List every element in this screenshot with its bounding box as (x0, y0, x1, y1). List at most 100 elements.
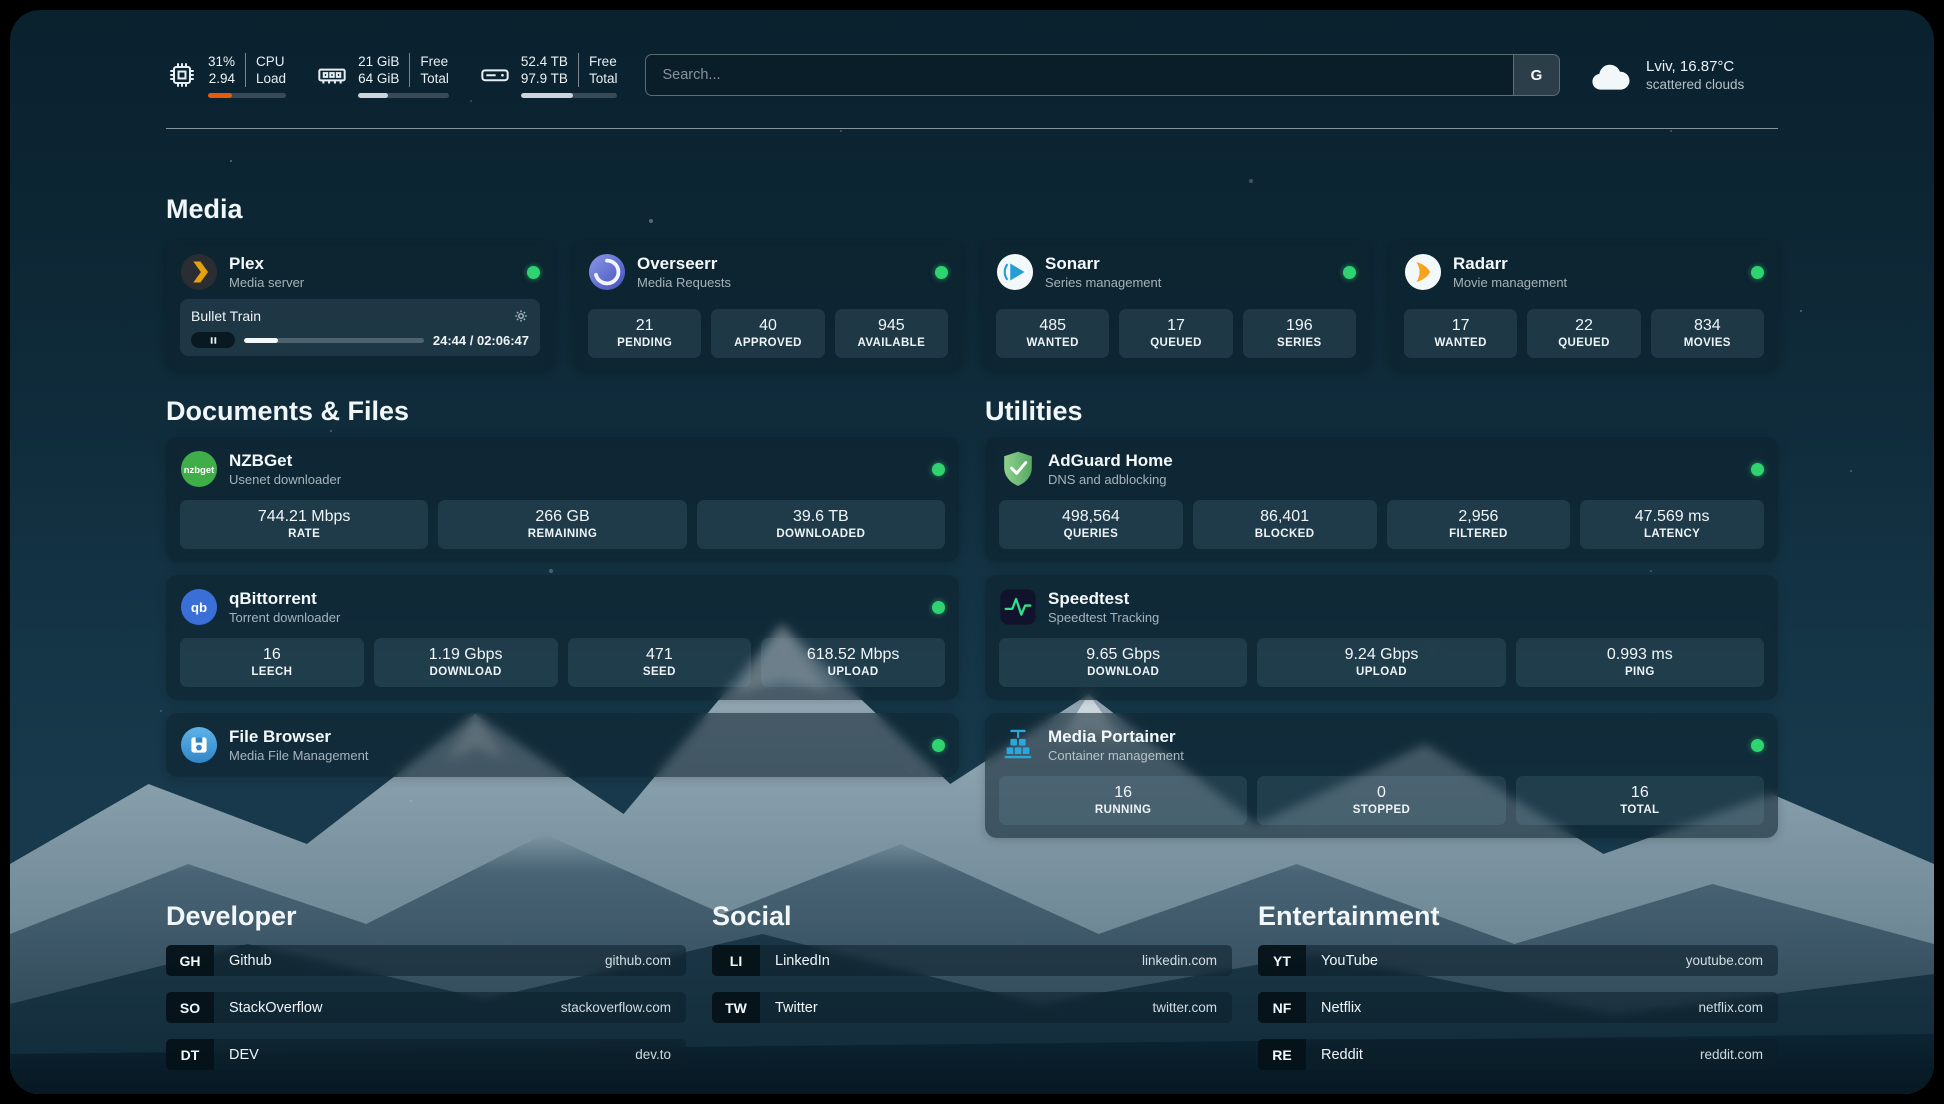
app-name: File Browser (229, 727, 332, 746)
stat-upload: 9.24 Gbps UPLOAD (1257, 638, 1506, 687)
section-title-utilities: Utilities (985, 396, 1083, 426)
app-subtitle: Movie management (1453, 275, 1568, 290)
app-card-overseerr[interactable]: Overseerr Media Requests 21 PENDING 40 A… (574, 240, 962, 371)
app-subtitle: Container management (1048, 748, 1184, 763)
app-card-nzbget[interactable]: nzbget NZBGet Usenet downloader 744.21 M… (166, 437, 959, 562)
status-indicator (932, 738, 945, 752)
app-card-filebrowser[interactable]: File Browser Media File Management (166, 713, 959, 777)
reddit-badge: RE (1258, 1039, 1306, 1070)
app-card-portainer[interactable]: Media Portainer Container management 16 … (985, 713, 1778, 838)
disk-progress-bar (520, 92, 618, 98)
stat-approved: 40 APPROVED (711, 309, 825, 358)
app-card-sonarr[interactable]: Sonarr Series management 485 WANTED 17 Q… (982, 240, 1370, 371)
status-indicator (1343, 265, 1356, 279)
app-card-adguard[interactable]: AdGuard Home DNS and adblocking 498,564 … (985, 437, 1778, 562)
media-cards-row: Plex Media server Bullet Train (166, 240, 1778, 371)
app-name: AdGuard Home (1048, 451, 1173, 470)
weather-widget: Lviv, 16.87°C scattered clouds (1588, 57, 1778, 93)
playback-progress-bar[interactable] (244, 337, 424, 343)
status-indicator (935, 265, 948, 279)
app-name: qBittorrent (229, 589, 317, 608)
disk-icon (479, 59, 511, 91)
link-linkedin[interactable]: LI LinkedIn linkedin.com (712, 945, 1232, 976)
cpu-labels: CPU Load (256, 53, 287, 86)
adguard-shield-icon (999, 450, 1037, 488)
link-netflix[interactable]: NF Netflix netflix.com (1258, 992, 1778, 1023)
app-name: Overseerr (637, 254, 718, 273)
app-subtitle: Media server (229, 275, 305, 290)
plex-icon (180, 253, 218, 291)
status-indicator (1751, 265, 1764, 279)
stat-seed: 471 SEED (567, 638, 752, 687)
stat-stopped: 0 STOPPED (1257, 776, 1506, 825)
stat-download: 1.19 Gbps DOWNLOAD (373, 638, 558, 687)
app-subtitle: DNS and adblocking (1048, 472, 1167, 487)
disk-values: 52.4 TB 97.9 TB (521, 52, 579, 87)
developer-links: Developer GH Github github.com SO StackO… (166, 900, 686, 1070)
stat-ping: 0.993 ms PING (1515, 638, 1764, 687)
disk-labels: Free Total (588, 53, 618, 86)
nzbget-icon: nzbget (180, 450, 218, 488)
playback-time: 24:44 / 02:06:47 (432, 332, 529, 348)
github-badge: GH (166, 945, 214, 976)
twitter-badge: TW (712, 992, 760, 1023)
app-card-plex[interactable]: Plex Media server Bullet Train (166, 240, 554, 371)
memory-labels: Free Total (420, 53, 449, 86)
app-name: Radarr (1453, 254, 1508, 273)
app-card-radarr[interactable]: Radarr Movie management 17 WANTED 22 QUE… (1390, 240, 1778, 371)
section-title-entertainment: Entertainment (1258, 901, 1440, 931)
memory-progress-bar (358, 92, 449, 98)
app-name: NZBGet (229, 451, 293, 470)
stat-wanted: 485 WANTED (996, 309, 1110, 358)
app-subtitle: Speedtest Tracking (1048, 610, 1160, 625)
app-name: Speedtest (1048, 589, 1130, 608)
status-indicator (1751, 462, 1764, 476)
cpu-icon (166, 59, 198, 91)
gear-icon[interactable] (513, 308, 529, 324)
weather-condition: scattered clouds (1646, 77, 1745, 92)
disk-stat-widget: 52.4 TB 97.9 TB Free Total (479, 52, 618, 98)
app-subtitle: Torrent downloader (229, 610, 341, 625)
stat-movies: 834 MOVIES (1650, 309, 1764, 358)
status-indicator (932, 600, 945, 614)
link-dev[interactable]: DT DEV dev.to (166, 1039, 686, 1070)
status-indicator (932, 462, 945, 476)
stat-downloaded: 39.6 TB DOWNLOADED (696, 500, 945, 549)
plex-now-playing: Bullet Train (180, 299, 540, 356)
search-engine-button[interactable]: G (1513, 55, 1559, 95)
search-input[interactable] (646, 55, 1513, 95)
stat-running: 16 RUNNING (999, 776, 1248, 825)
utilities-column: Utilities AdGuard (985, 395, 1778, 838)
link-github[interactable]: GH Github github.com (166, 945, 686, 976)
section-title-developer: Developer (166, 901, 297, 931)
pause-button[interactable] (191, 332, 235, 348)
status-indicator (527, 265, 540, 279)
system-stats: 31% 2.94 CPU Load (166, 52, 618, 98)
sonarr-icon (996, 253, 1034, 291)
filebrowser-icon (180, 726, 218, 764)
app-card-speedtest[interactable]: Speedtest Speedtest Tracking 9.65 Gbps D… (985, 575, 1778, 700)
section-title-media: Media (166, 194, 243, 224)
link-youtube[interactable]: YT YouTube youtube.com (1258, 945, 1778, 976)
social-links: Social LI LinkedIn linkedin.com TW Twitt… (712, 900, 1232, 1070)
stat-blocked: 86,401 BLOCKED (1192, 500, 1377, 549)
qbittorrent-icon: qb (180, 588, 218, 626)
stat-queries: 498,564 QUERIES (999, 500, 1183, 549)
stat-series: 196 SERIES (1242, 309, 1356, 358)
app-card-qbittorrent[interactable]: qb qBittorrent Torrent downloader 16 LEE… (166, 575, 959, 700)
stat-wanted: 17 WANTED (1404, 309, 1518, 358)
stat-pending: 21 PENDING (588, 309, 702, 358)
portainer-crane-icon (999, 726, 1037, 764)
stat-queued: 22 QUEUED (1527, 309, 1641, 358)
cpu-stat-widget: 31% 2.94 CPU Load (166, 52, 287, 98)
netflix-badge: NF (1258, 992, 1306, 1023)
status-indicator (1751, 738, 1764, 752)
stat-filtered: 2,956 FILTERED (1386, 500, 1571, 549)
stat-upload: 618.52 Mbps UPLOAD (761, 638, 945, 687)
link-twitter[interactable]: TW Twitter twitter.com (712, 992, 1232, 1023)
svg-text:nzbget: nzbget (184, 465, 215, 476)
link-stackoverflow[interactable]: SO StackOverflow stackoverflow.com (166, 992, 686, 1023)
link-reddit[interactable]: RE Reddit reddit.com (1258, 1039, 1778, 1070)
memory-icon (316, 59, 348, 91)
radarr-icon (1404, 253, 1442, 291)
